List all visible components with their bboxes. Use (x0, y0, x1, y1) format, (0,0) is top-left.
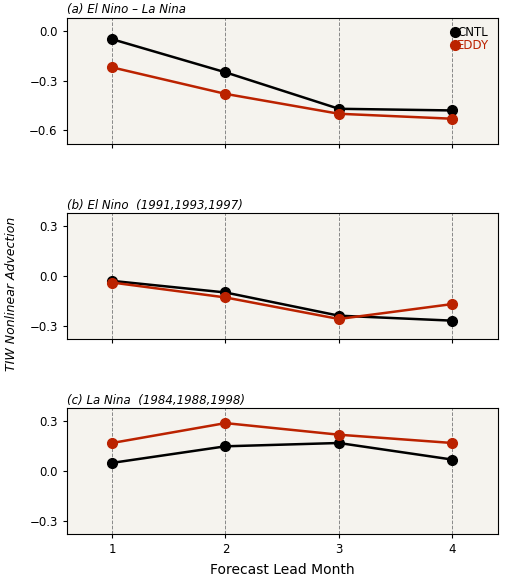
CNTL (109, 460, 115, 467)
Line: CNTL: CNTL (107, 276, 457, 326)
Text: (c) La Nina  (1984,1988,1998): (c) La Nina (1984,1988,1998) (67, 394, 245, 407)
Text: (a) El Nino – La Nina: (a) El Nino – La Nina (67, 4, 186, 16)
CNTL (336, 440, 342, 447)
Line: EDDY: EDDY (107, 419, 457, 448)
EDDY (222, 294, 228, 301)
EDDY (222, 420, 228, 427)
CNTL (109, 277, 115, 284)
CNTL (336, 312, 342, 319)
X-axis label: Forecast Lead Month: Forecast Lead Month (210, 563, 354, 577)
CNTL (449, 456, 456, 463)
EDDY (109, 279, 115, 286)
Text: TIW Nonlinear Advection: TIW Nonlinear Advection (5, 217, 18, 370)
Line: CNTL: CNTL (107, 438, 457, 468)
CNTL (222, 443, 228, 450)
CNTL (222, 289, 228, 296)
CNTL (449, 107, 456, 114)
EDDY (336, 431, 342, 438)
Legend: CNTL, EDDY: CNTL, EDDY (452, 23, 491, 55)
Text: (b) El Nino  (1991,1993,1997): (b) El Nino (1991,1993,1997) (67, 199, 243, 212)
EDDY (336, 315, 342, 322)
EDDY (109, 64, 115, 71)
CNTL (336, 105, 342, 112)
Line: EDDY: EDDY (107, 278, 457, 324)
EDDY (336, 110, 342, 117)
CNTL (449, 317, 456, 324)
EDDY (109, 440, 115, 447)
EDDY (449, 115, 456, 122)
EDDY (449, 301, 456, 308)
Line: EDDY: EDDY (107, 62, 457, 124)
CNTL (222, 69, 228, 76)
CNTL (109, 36, 115, 43)
Line: CNTL: CNTL (107, 34, 457, 115)
EDDY (449, 440, 456, 447)
EDDY (222, 90, 228, 97)
